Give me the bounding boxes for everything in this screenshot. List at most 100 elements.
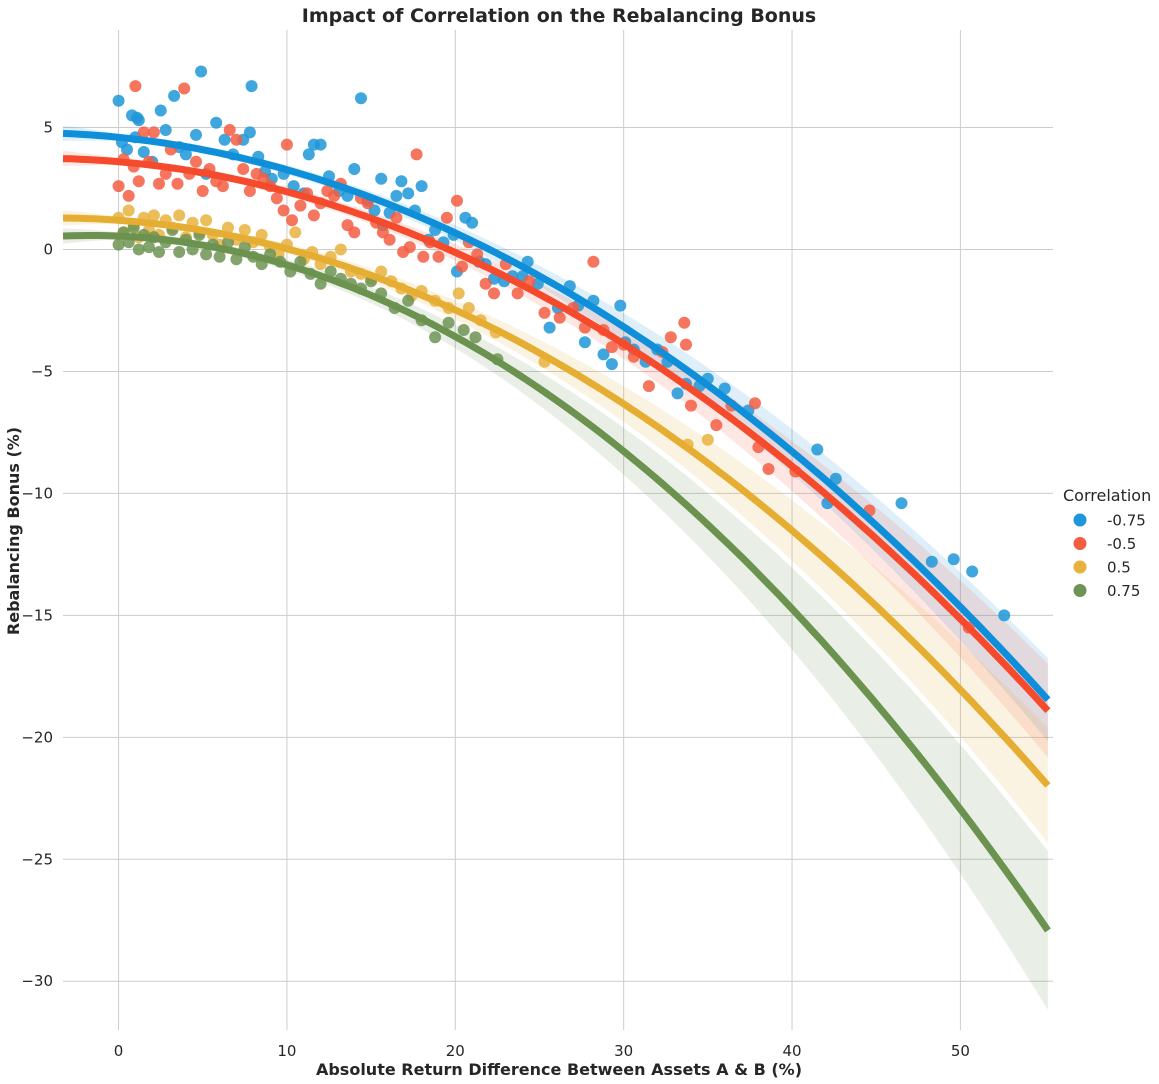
scatter-point (605, 341, 618, 354)
scatter-point (811, 443, 824, 456)
scatter-point (678, 316, 691, 329)
scatter-point (237, 163, 250, 175)
x-tick-label: 10 (277, 1042, 296, 1060)
y-tick-label: −15 (21, 606, 53, 624)
scatter-point (294, 199, 307, 212)
scatter-point (122, 204, 135, 217)
scatter-point (685, 399, 697, 412)
regression-line (62, 214, 1051, 788)
scatter-point (218, 133, 231, 146)
scatter-point (255, 228, 268, 241)
scatter-point (538, 306, 551, 319)
scatter-point (671, 387, 684, 400)
scatter-point (238, 224, 251, 236)
scatter-point (230, 253, 243, 266)
scatter-point (451, 194, 463, 207)
y-tick-label: −5 (31, 362, 53, 380)
scatter-point (543, 321, 556, 334)
regression-line (62, 232, 1051, 933)
scatter-point (153, 246, 165, 258)
legend: Correlation -0.75 -0.5 0.5 0.75 (1063, 486, 1151, 600)
scatter-point (403, 241, 416, 254)
scatter-point (947, 553, 960, 566)
scatter-point (328, 189, 341, 202)
scatter-point (410, 148, 423, 161)
scatter-point (614, 299, 627, 312)
scatter-point (457, 324, 470, 336)
scatter-point (429, 331, 442, 344)
scatter-point (578, 336, 591, 349)
legend-label: -0.5 (1107, 535, 1136, 553)
scatter-point (302, 148, 315, 161)
legend-label: 0.5 (1107, 559, 1131, 577)
legend-label: 0.75 (1107, 582, 1140, 600)
scatter-point (223, 124, 236, 136)
y-axis-label: Rebalancing Bonus (%) (4, 427, 23, 635)
confidence-band (63, 228, 1048, 1010)
scatter-point (966, 565, 979, 578)
scatter-point (190, 128, 202, 141)
scatter-point (243, 185, 256, 197)
scatter-point (245, 80, 258, 93)
scatter-point (195, 65, 208, 78)
scatter-point (280, 138, 293, 151)
scatter-point (277, 204, 290, 217)
scatter-point (213, 250, 226, 263)
scatter-point (456, 260, 468, 273)
scatter-point (998, 609, 1011, 622)
x-tick-label: 30 (614, 1042, 633, 1060)
scatter-point (701, 433, 714, 446)
scatter-point (173, 246, 186, 258)
scatter-point (440, 211, 453, 224)
scatter-point (179, 148, 192, 161)
scatter-point (355, 92, 367, 105)
scatter-point (417, 250, 430, 263)
scatter-point (222, 221, 234, 234)
chart-title: Impact of Correlation on the Rebalancing… (302, 5, 816, 27)
y-tick-label: −20 (21, 728, 53, 746)
legend-title: Correlation (1063, 486, 1151, 505)
scatter-point (432, 250, 445, 263)
scatter-point (121, 143, 133, 156)
scatter-point (462, 302, 475, 314)
scatter-point (286, 214, 298, 227)
scatter-point (137, 146, 150, 158)
scatter-point (314, 138, 327, 151)
scatter-point (200, 248, 213, 261)
scatter-point (488, 287, 500, 300)
scatter-point (442, 316, 455, 329)
scatter-point (210, 116, 223, 129)
scatter-point (289, 226, 302, 239)
scatter-point (383, 233, 396, 246)
scatter-point (112, 238, 125, 251)
scatter-point (200, 214, 213, 227)
scatter-point (553, 311, 566, 324)
scatter-point (375, 172, 388, 185)
scatter-point (895, 497, 908, 510)
scatter-point (479, 277, 492, 290)
legend-marker (1073, 584, 1087, 597)
scatter-point (605, 358, 618, 371)
scatter-point (173, 209, 186, 222)
scatter-point (112, 180, 125, 193)
scatter-point (324, 265, 337, 278)
scatter-point (642, 380, 655, 393)
scatter-point (511, 287, 524, 300)
legend-marker (1073, 560, 1087, 574)
x-tick-label: 50 (951, 1042, 970, 1060)
scatter-point (466, 216, 479, 229)
scatter-point (142, 241, 155, 254)
scatter-point (334, 243, 347, 256)
y-tick-label: 0 (43, 241, 53, 259)
regression-line (62, 129, 1051, 703)
scatter-point (112, 94, 125, 107)
legend-marker (1073, 513, 1087, 527)
scatter-point (664, 331, 677, 344)
scatter-point (762, 463, 775, 475)
scatter-point (190, 155, 202, 168)
scatter-point (390, 189, 403, 202)
scatter-point (348, 163, 361, 175)
scatter-point (132, 175, 145, 188)
scatter-point (129, 80, 142, 93)
